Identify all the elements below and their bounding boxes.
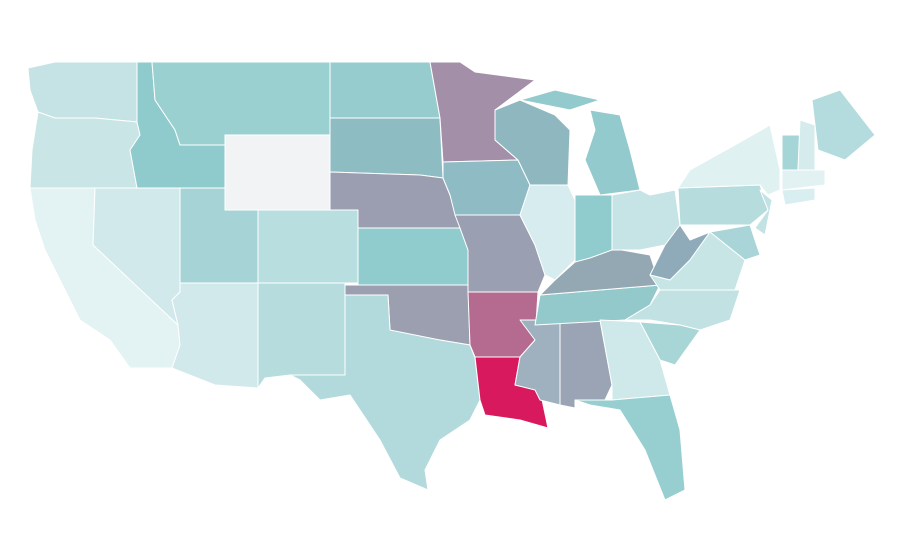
state-region (519, 89, 601, 111)
state-region (781, 134, 801, 171)
state-region (329, 117, 444, 179)
state-region (574, 394, 686, 501)
state-region (27, 61, 138, 123)
state-region (584, 109, 641, 196)
state-region (709, 224, 761, 261)
state-region (257, 282, 346, 389)
state-region (811, 89, 876, 161)
state-region (797, 119, 816, 171)
state-region (289, 294, 481, 491)
state-region (442, 159, 531, 216)
state-region (677, 184, 769, 226)
state-region (357, 227, 469, 286)
state-region (677, 124, 781, 196)
state-region (781, 169, 826, 191)
state-region (29, 111, 141, 189)
state-region (171, 282, 259, 389)
state-region (257, 209, 359, 284)
state-region (781, 187, 816, 206)
state-region (754, 189, 773, 236)
state-region (519, 184, 576, 281)
state-region (574, 194, 613, 263)
state-region (329, 61, 441, 119)
state-region (224, 134, 331, 211)
state-region (151, 61, 331, 146)
